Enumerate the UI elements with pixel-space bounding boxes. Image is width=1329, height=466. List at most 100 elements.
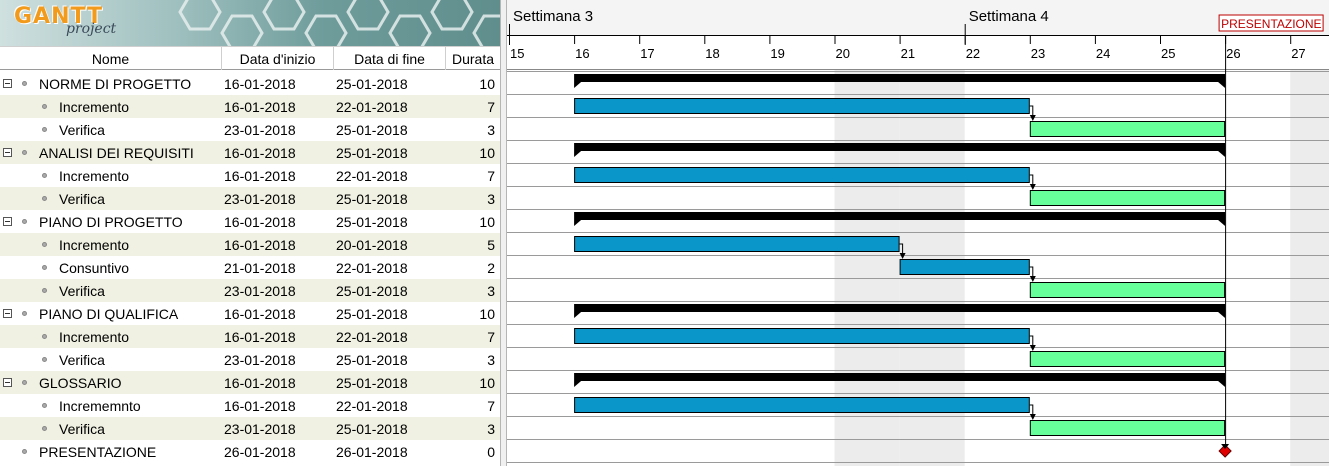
table-row[interactable]: PIANO DI PROGETTO 16-01-2018 25-01-2018 10 xyxy=(0,210,500,233)
task-start-date[interactable]: 16-01-2018 xyxy=(224,214,296,230)
table-row[interactable]: Consuntivo 21-01-2018 22-01-2018 2 xyxy=(0,256,500,279)
task-duration[interactable]: 10 xyxy=(479,214,495,230)
task-duration[interactable]: 3 xyxy=(487,191,495,207)
task-name-cell[interactable]: Verifica xyxy=(0,279,222,302)
task-end-date[interactable]: 25-01-2018 xyxy=(336,191,408,207)
collapse-toggle-icon[interactable] xyxy=(3,378,12,387)
task-end-date[interactable]: 25-01-2018 xyxy=(336,76,408,92)
table-row[interactable]: Incremento 16-01-2018 22-01-2018 7 xyxy=(0,325,500,348)
table-row[interactable]: PRESENTAZIONE 26-01-2018 26-01-2018 0 xyxy=(0,440,500,463)
task-name-cell[interactable]: Incremento xyxy=(0,164,222,187)
task-end-date[interactable]: 25-01-2018 xyxy=(336,214,408,230)
column-header-start[interactable]: Data d'inizio xyxy=(222,47,334,70)
column-header-end[interactable]: Data di fine xyxy=(334,47,446,70)
task-end-date[interactable]: 25-01-2018 xyxy=(336,306,408,322)
task-start-date[interactable]: 16-01-2018 xyxy=(224,375,296,391)
task-name-cell[interactable]: ANALISI DEI REQUISITI xyxy=(0,141,222,164)
task-bar[interactable] xyxy=(899,259,1030,275)
task-end-date[interactable]: 22-01-2018 xyxy=(336,260,408,276)
summary-bar[interactable] xyxy=(574,74,1226,82)
task-bar[interactable] xyxy=(1029,351,1226,367)
task-name-cell[interactable]: PIANO DI QUALIFICA xyxy=(0,302,222,325)
task-start-date[interactable]: 21-01-2018 xyxy=(224,260,296,276)
task-duration[interactable]: 7 xyxy=(487,329,495,345)
task-bar[interactable] xyxy=(1029,121,1226,137)
splitter-handle[interactable] xyxy=(500,0,507,466)
task-start-date[interactable]: 16-01-2018 xyxy=(224,99,296,115)
table-row[interactable]: Verifica 23-01-2018 25-01-2018 3 xyxy=(0,187,500,210)
task-duration[interactable]: 10 xyxy=(479,145,495,161)
table-row[interactable]: PIANO DI QUALIFICA 16-01-2018 25-01-2018 10 xyxy=(0,302,500,325)
task-name-cell[interactable]: Verifica xyxy=(0,348,222,371)
task-end-date[interactable]: 25-01-2018 xyxy=(336,421,408,437)
task-end-date[interactable]: 22-01-2018 xyxy=(336,398,408,414)
table-row[interactable]: Incremento 16-01-2018 20-01-2018 5 xyxy=(0,233,500,256)
task-end-date[interactable]: 22-01-2018 xyxy=(336,168,408,184)
task-duration[interactable]: 10 xyxy=(479,76,495,92)
task-end-date[interactable]: 20-01-2018 xyxy=(336,237,408,253)
summary-bar[interactable] xyxy=(574,212,1226,220)
task-start-date[interactable]: 26-01-2018 xyxy=(224,444,296,460)
task-name-cell[interactable]: NORME DI PROGETTO xyxy=(0,72,222,95)
task-bar[interactable] xyxy=(574,328,1030,344)
task-name-cell[interactable]: GLOSSARIO xyxy=(0,371,222,394)
table-row[interactable]: GLOSSARIO 16-01-2018 25-01-2018 10 xyxy=(0,371,500,394)
table-row[interactable]: NORME DI PROGETTO 16-01-2018 25-01-2018 10 xyxy=(0,72,500,95)
task-start-date[interactable]: 16-01-2018 xyxy=(224,306,296,322)
collapse-toggle-icon[interactable] xyxy=(3,79,12,88)
task-duration[interactable]: 3 xyxy=(487,122,495,138)
task-bar[interactable] xyxy=(574,167,1030,183)
task-end-date[interactable]: 25-01-2018 xyxy=(336,375,408,391)
column-header-name[interactable]: Nome xyxy=(0,47,222,70)
table-row[interactable]: Verifica 23-01-2018 25-01-2018 3 xyxy=(0,118,500,141)
task-duration[interactable]: 3 xyxy=(487,352,495,368)
task-end-date[interactable]: 25-01-2018 xyxy=(336,352,408,368)
task-duration[interactable]: 7 xyxy=(487,99,495,115)
milestone-diamond[interactable] xyxy=(1218,444,1232,458)
summary-bar[interactable] xyxy=(574,373,1226,381)
task-start-date[interactable]: 16-01-2018 xyxy=(224,76,296,92)
task-start-date[interactable]: 23-01-2018 xyxy=(224,421,296,437)
task-end-date[interactable]: 25-01-2018 xyxy=(336,145,408,161)
task-name-cell[interactable]: PIANO DI PROGETTO xyxy=(0,210,222,233)
task-duration[interactable]: 5 xyxy=(487,237,495,253)
task-duration[interactable]: 7 xyxy=(487,168,495,184)
table-row[interactable]: Incrememnto 16-01-2018 22-01-2018 7 xyxy=(0,394,500,417)
task-end-date[interactable]: 26-01-2018 xyxy=(336,444,408,460)
collapse-toggle-icon[interactable] xyxy=(3,148,12,157)
task-name-cell[interactable]: Verifica xyxy=(0,118,222,141)
task-end-date[interactable]: 25-01-2018 xyxy=(336,283,408,299)
task-start-date[interactable]: 23-01-2018 xyxy=(224,191,296,207)
task-name-cell[interactable]: Incrememnto xyxy=(0,394,222,417)
task-name-cell[interactable]: Incremento xyxy=(0,325,222,348)
collapse-toggle-icon[interactable] xyxy=(3,309,12,318)
collapse-toggle-icon[interactable] xyxy=(3,217,12,226)
task-end-date[interactable]: 22-01-2018 xyxy=(336,329,408,345)
task-start-date[interactable]: 23-01-2018 xyxy=(224,352,296,368)
task-bar[interactable] xyxy=(1029,282,1226,298)
summary-bar[interactable] xyxy=(574,304,1226,312)
task-start-date[interactable]: 23-01-2018 xyxy=(224,283,296,299)
task-name-cell[interactable]: Consuntivo xyxy=(0,256,222,279)
task-duration[interactable]: 2 xyxy=(487,260,495,276)
task-name-cell[interactable]: Verifica xyxy=(0,417,222,440)
task-duration[interactable]: 0 xyxy=(487,444,495,460)
task-start-date[interactable]: 16-01-2018 xyxy=(224,329,296,345)
task-end-date[interactable]: 22-01-2018 xyxy=(336,99,408,115)
table-row[interactable]: Incremento 16-01-2018 22-01-2018 7 xyxy=(0,95,500,118)
task-duration[interactable]: 3 xyxy=(487,421,495,437)
summary-bar[interactable] xyxy=(574,143,1226,151)
task-bar[interactable] xyxy=(574,397,1030,413)
task-name-cell[interactable]: Verifica xyxy=(0,187,222,210)
table-row[interactable]: ANALISI DEI REQUISITI 16-01-2018 25-01-201… xyxy=(0,141,500,164)
task-start-date[interactable]: 16-01-2018 xyxy=(224,398,296,414)
task-bar[interactable] xyxy=(574,98,1030,114)
column-header-duration[interactable]: Durata xyxy=(451,51,495,67)
task-duration[interactable]: 7 xyxy=(487,398,495,414)
table-row[interactable]: Verifica 23-01-2018 25-01-2018 3 xyxy=(0,348,500,371)
task-bar[interactable] xyxy=(1029,190,1226,206)
task-start-date[interactable]: 16-01-2018 xyxy=(224,168,296,184)
task-bar[interactable] xyxy=(1029,420,1226,436)
task-name-cell[interactable]: Incremento xyxy=(0,233,222,256)
task-duration[interactable]: 10 xyxy=(479,306,495,322)
